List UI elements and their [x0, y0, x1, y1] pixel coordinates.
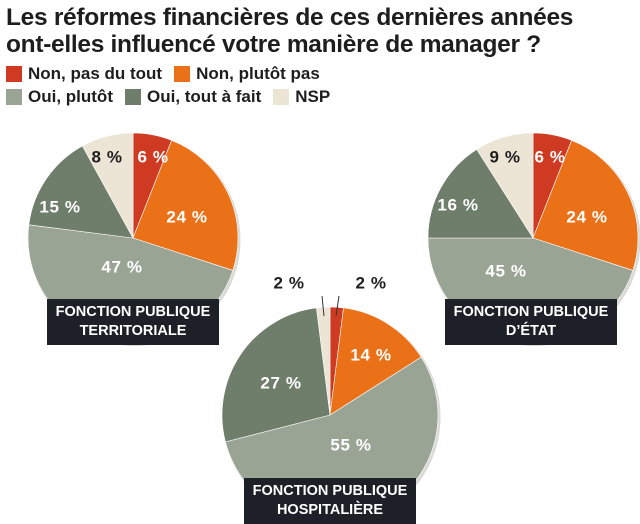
pie-hospitaliere-label-non-pas-du-tout: 2 % [355, 273, 386, 292]
pie-etat-label-non-plutot-pas: 24 % [566, 207, 607, 226]
pie-title-etat-line-1: FONCTION PUBLIQUE [451, 303, 611, 322]
pie-territoriale-label-non-plutot-pas: 24 % [166, 207, 207, 226]
pie-title-territoriale-line-1: FONCTION PUBLIQUE [53, 303, 213, 322]
pie-title-hospitaliere-line-1: FONCTION PUBLIQUE [250, 482, 410, 501]
pie-etat-label-oui-plutot: 45 % [485, 261, 526, 280]
pie-title-territoriale-line-2: TERRITORIALE [53, 322, 213, 341]
pie-title-etat-line-2: D’ÉTAT [451, 322, 611, 341]
pie-title-hospitaliere: FONCTION PUBLIQUE HOSPITALIÈRE [244, 478, 416, 524]
pie-title-etat: FONCTION PUBLIQUE D’ÉTAT [445, 299, 617, 345]
pie-territoriale-label-oui-plutot: 47 % [101, 257, 142, 276]
pie-title-territoriale: FONCTION PUBLIQUE TERRITORIALE [47, 299, 219, 345]
pie-territoriale-label-non-pas-du-tout: 6 % [137, 147, 168, 166]
pie-etat-label-nsp: 9 % [489, 147, 520, 166]
pie-territoriale-label-oui-tout-a-fait: 15 % [39, 197, 80, 216]
pie-territoriale-label-nsp: 8 % [91, 147, 122, 166]
pie-hospitaliere-label-nsp: 2 % [273, 273, 304, 292]
pie-hospitaliere-label-oui-tout-a-fait: 27 % [260, 373, 301, 392]
pie-hospitaliere-label-non-plutot-pas: 14 % [350, 345, 391, 364]
pie-etat-label-non-pas-du-tout: 6 % [534, 147, 565, 166]
pie-hospitaliere-label-oui-plutot: 55 % [330, 435, 371, 454]
pie-etat-label-oui-tout-a-fait: 16 % [437, 195, 478, 214]
pie-title-hospitaliere-line-2: HOSPITALIÈRE [250, 501, 410, 520]
